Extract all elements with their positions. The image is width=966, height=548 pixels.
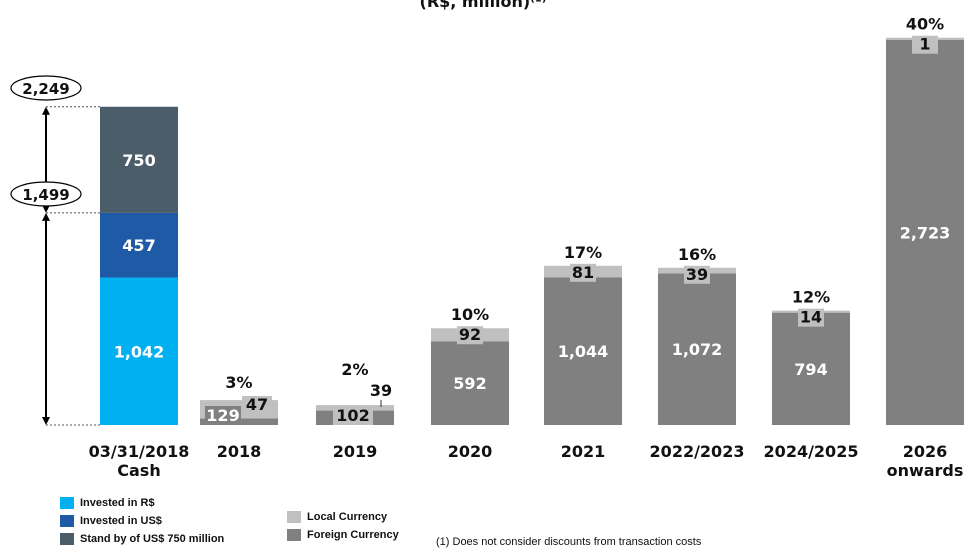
bar-percent-label: 17%: [564, 243, 602, 262]
bar-foreign-currency: [658, 273, 736, 425]
cash-bar-value-label: 457: [122, 236, 155, 255]
category-label: 2019: [333, 442, 378, 461]
bar-foreign-value-label: 1,044: [558, 342, 609, 361]
local-value-box: [912, 35, 938, 54]
category-label: 03/31/2018: [89, 442, 190, 461]
category-label: 2022/2023: [650, 442, 745, 461]
bar-foreign-value-label: 794: [794, 360, 827, 379]
bracket-arrowhead: [42, 106, 50, 115]
foreign-value-box: [333, 409, 373, 425]
legend-label-invested-usd: Invested in US$: [80, 515, 162, 527]
bar-local-currency: [316, 405, 394, 411]
cash-bar-segment: [100, 212, 178, 278]
legend-item-invested-usd: Invested in US$: [60, 515, 162, 527]
local-value-box: [570, 263, 596, 282]
bracket-total-label: 2,249: [22, 80, 69, 98]
bar-local-value-label: 1: [919, 35, 930, 54]
bracket-total-oval: [10, 181, 82, 207]
bar-foreign-currency: [431, 341, 509, 425]
bar-percent-label: 16%: [678, 245, 716, 264]
cash-bar-segment: [100, 106, 178, 213]
bar-local-value-label: 129: [206, 406, 239, 425]
bracket-arrowhead: [42, 417, 50, 425]
bracket-total-label: 1,499: [22, 186, 69, 204]
category-label: 2026: [903, 442, 948, 461]
bar-local-value-label: 92: [459, 325, 481, 344]
bracket-arrowhead: [42, 212, 50, 221]
category-label: onwards: [887, 461, 964, 480]
local-value-box: [205, 406, 241, 425]
legend-item-local-currency: Local Currency: [287, 511, 387, 523]
category-label: 2021: [561, 442, 606, 461]
bar-percent-label: 2%: [341, 360, 368, 379]
cash-bar-value-label: 1,042: [114, 342, 165, 361]
category-label: 2020: [448, 442, 493, 461]
legend-label-invested-brl: Invested in R$: [80, 497, 155, 509]
bar-foreign-currency: [886, 39, 964, 426]
bar-percent-label: 3%: [225, 373, 252, 392]
legend-item-foreign-currency: Foreign Currency: [287, 529, 399, 541]
category-label: 2024/2025: [764, 442, 859, 461]
footnote: (1) Does not consider discounts from tra…: [436, 536, 702, 548]
bar-foreign-currency: [772, 312, 850, 425]
local-value-box: [684, 265, 710, 284]
legend-swatch-invested-brl: [60, 497, 74, 509]
bar-local-value-label: 81: [572, 263, 594, 282]
bracket-arrowhead: [42, 204, 50, 213]
bar-foreign-value-label: 1,072: [672, 340, 723, 359]
bar-local-value-label: 39: [686, 265, 708, 284]
bar-local-value-label: 39: [370, 381, 392, 400]
bar-foreign-value-label: 47: [246, 395, 268, 414]
legend-label-local-currency: Local Currency: [307, 511, 388, 523]
legend-swatch-standby: [60, 533, 74, 545]
legend-swatch-local-currency: [287, 511, 301, 523]
bar-percent-label: 10%: [451, 305, 489, 324]
bar-local-value-label: 14: [800, 308, 822, 327]
chart-title: (R$, million)⁽¹⁾: [419, 0, 547, 11]
legend-swatch-invested-usd: [60, 515, 74, 527]
bracket-total-oval: [10, 75, 82, 101]
legend-label-foreign-currency: Foreign Currency: [307, 529, 399, 541]
bar-foreign-value-label: 2,723: [900, 223, 951, 242]
category-label: 2018: [217, 442, 262, 461]
legend-item-standby: Stand by of US$ 750 million: [60, 533, 224, 545]
cash-bar-segment: [100, 277, 178, 425]
bar-percent-label: 12%: [792, 288, 830, 307]
bar-percent-label: 40%: [906, 15, 944, 34]
bar-foreign-currency: [544, 277, 622, 425]
legend-item-invested-brl: Invested in R$: [60, 497, 155, 509]
legend-swatch-foreign-currency: [287, 529, 301, 541]
bar-foreign-value-label: 102: [336, 406, 369, 425]
foreign-value-box: [242, 396, 272, 413]
local-value-box: [798, 308, 824, 327]
category-label: Cash: [117, 461, 160, 480]
cash-bar-value-label: 750: [122, 151, 155, 170]
legend-label-standby: Stand by of US$ 750 million: [80, 533, 225, 545]
bar-foreign-value-label: 592: [453, 374, 486, 393]
local-value-box: [457, 326, 483, 345]
